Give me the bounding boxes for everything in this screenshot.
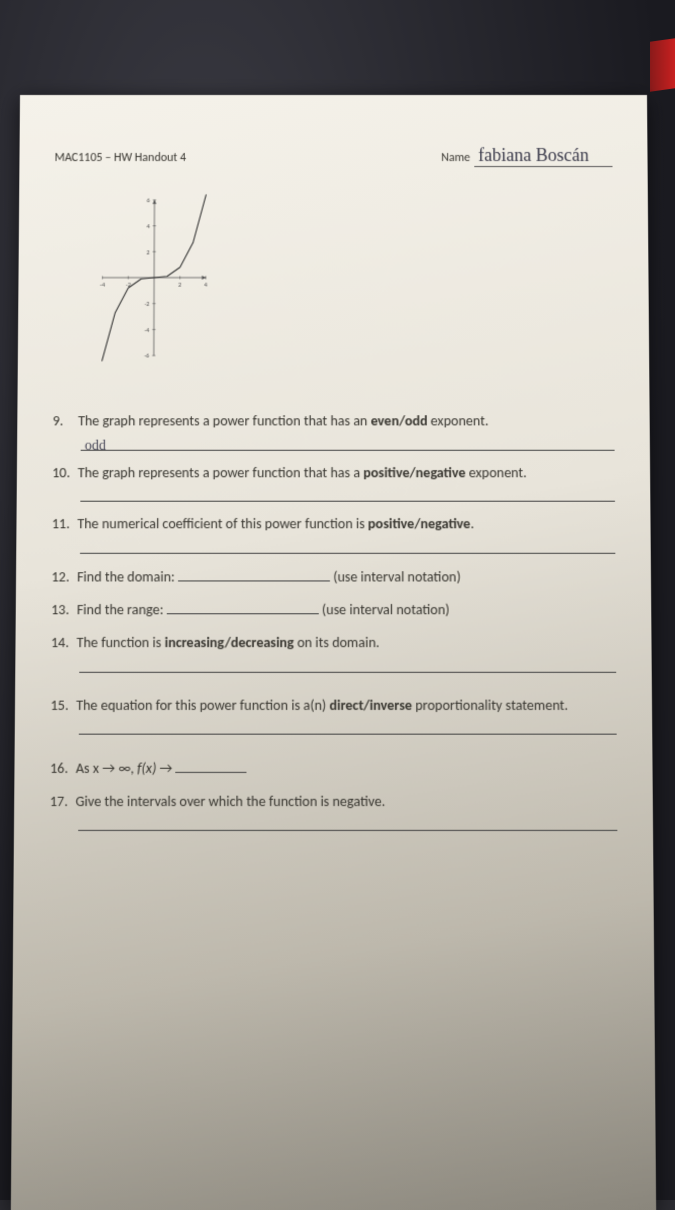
- q11-num: 11.: [52, 514, 74, 534]
- q10-text-b: exponent.: [466, 464, 527, 481]
- q9-answer-blank: odd: [81, 435, 615, 450]
- red-book-edge: [650, 38, 675, 92]
- q12-num: 12.: [51, 567, 73, 587]
- q9-bold: even/odd: [371, 412, 428, 429]
- q11-text-a: The numerical coefficient of this power …: [77, 515, 368, 532]
- q15-text-a: The equation for this power function is …: [76, 696, 329, 714]
- question-17: 17. Give the intervals over which the fu…: [50, 791, 618, 831]
- q14-bold: increasing/decreasing: [165, 634, 294, 651]
- q16-text-a: As x → ∞,: [76, 760, 138, 778]
- q16-arrow: →: [160, 760, 176, 778]
- q15-text-b: proportionality statement.: [412, 696, 568, 714]
- q13-num: 13.: [51, 600, 73, 620]
- q14-answer-blank: [79, 657, 616, 672]
- q11-text-b: .: [470, 515, 474, 532]
- question-11: 11. The numerical coefficient of this po…: [52, 514, 616, 553]
- question-13: 13. Find the range: (use interval notati…: [51, 599, 616, 620]
- q13-hint: (use interval notation): [322, 601, 450, 618]
- power-function-graph: -4-224-6-4-2246: [53, 187, 255, 368]
- name-value: fabiana Boscán: [474, 145, 612, 167]
- q10-answer-blank: [80, 487, 615, 502]
- question-15: 15. The equation for this power function…: [50, 695, 616, 735]
- q17-text-a: Give the intervals over which the functi…: [75, 792, 385, 810]
- q14-text-b: on its domain.: [294, 634, 380, 651]
- q12-text-a: Find the domain:: [77, 568, 178, 585]
- header-row: MAC1105 – HW Handout 4 Name fabiana Bosc…: [54, 145, 612, 167]
- svg-text:-4: -4: [100, 281, 106, 289]
- q17-answer-blank: [78, 816, 617, 832]
- svg-text:-6: -6: [144, 352, 149, 360]
- q12-answer-blank: [178, 566, 330, 581]
- q13-text-a: Find the range:: [77, 601, 167, 618]
- question-16: 16. As x → ∞, f(x) →: [50, 758, 617, 779]
- question-14: 14. The function is increasing/decreasin…: [51, 633, 616, 673]
- q10-num: 10.: [52, 463, 74, 483]
- q17-num: 17.: [50, 791, 73, 811]
- q15-answer-blank: [79, 719, 617, 734]
- q11-answer-blank: [80, 538, 615, 553]
- question-9: 9. The graph represents a power function…: [52, 411, 614, 450]
- question-10: 10. The graph represents a power functio…: [52, 463, 615, 502]
- svg-text:-2: -2: [144, 300, 149, 308]
- q15-bold: direct/inverse: [329, 696, 412, 714]
- q11-bold: positive/negative: [368, 515, 470, 532]
- q16-answer-blank: [176, 758, 247, 774]
- svg-text:6: 6: [147, 196, 150, 204]
- q14-text-a: The function is: [76, 634, 164, 651]
- q9-text-a: The graph represents a power function th…: [78, 412, 371, 429]
- name-label: Name: [441, 151, 470, 165]
- q9-answer: odd: [81, 438, 110, 453]
- name-field: Name fabiana Boscán: [441, 145, 612, 167]
- q15-num: 15.: [50, 695, 72, 715]
- svg-text:4: 4: [147, 222, 151, 230]
- q9-text-b: exponent.: [427, 412, 488, 429]
- q13-answer-blank: [167, 599, 319, 614]
- worksheet-paper: MAC1105 – HW Handout 4 Name fabiana Bosc…: [11, 95, 656, 1210]
- q16-num: 16.: [50, 759, 73, 779]
- svg-text:4: 4: [204, 281, 208, 289]
- q14-num: 14.: [51, 633, 73, 653]
- course-title: MAC1105 – HW Handout 4: [54, 151, 186, 165]
- q10-text-a: The graph represents a power function th…: [78, 464, 364, 481]
- svg-text:2: 2: [147, 248, 150, 256]
- q10-bold: positive/negative: [363, 464, 465, 481]
- q9-num: 9.: [53, 411, 75, 431]
- q12-hint: (use interval notation): [333, 568, 461, 585]
- svg-text:2: 2: [178, 281, 181, 289]
- svg-text:-4: -4: [144, 326, 150, 334]
- q16-fx: f(x): [137, 760, 156, 778]
- question-12: 12. Find the domain: (use interval notat…: [51, 566, 615, 587]
